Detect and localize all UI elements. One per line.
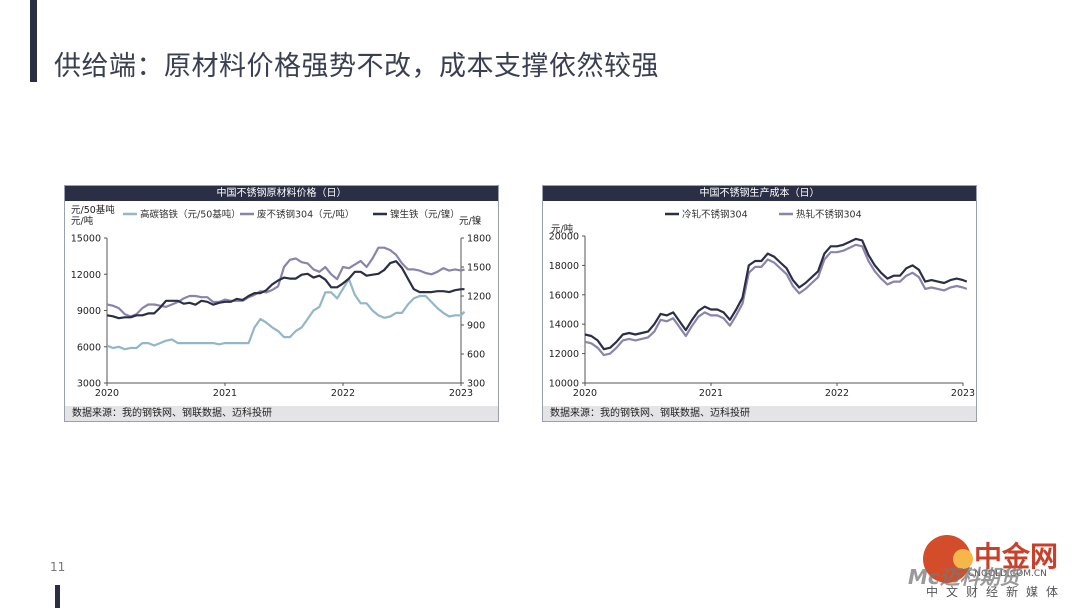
chart-panel-raw-materials: 中国不锈钢原材料价格（日） 3000 6000 9000 12000 15000 300 6… bbox=[64, 185, 499, 422]
x-tick-label: 2020 bbox=[95, 388, 119, 399]
bottom-accent-bar bbox=[55, 585, 60, 608]
y-tick-label-right: 600 bbox=[467, 350, 485, 361]
title-accent-bar bbox=[30, 0, 37, 82]
slide-title: 供给端：原材料价格强势不改，成本支撑依然较强 bbox=[54, 51, 659, 82]
y-tick-label-right: 900 bbox=[467, 321, 485, 332]
legend-label: 冷轧不锈钢304 bbox=[682, 209, 748, 221]
page-number: 11 bbox=[50, 560, 66, 574]
y-tick-label: 12000 bbox=[549, 349, 579, 360]
chart-title: 中国不锈钢生产成本（日） bbox=[543, 186, 976, 201]
watermark-tagline: 中文财经新媒体 bbox=[926, 585, 1067, 599]
y-axis-unit-right: 元/镍 bbox=[459, 215, 482, 227]
watermark: 中金网 CNGOLD.COM.CN Mc迈科期货 中文财经新媒体 bbox=[908, 535, 1078, 603]
y-tick-label-left: 3000 bbox=[77, 379, 101, 390]
x-tick-label: 2023 bbox=[951, 388, 975, 399]
y-axis-unit: 元/吨 bbox=[551, 223, 574, 235]
series-line bbox=[106, 278, 466, 351]
legend-label: 热轧不锈钢304 bbox=[796, 209, 862, 221]
y-tick-label: 18000 bbox=[549, 261, 579, 272]
series-line bbox=[106, 246, 465, 318]
x-tick-label: 2022 bbox=[331, 388, 355, 399]
chart-source: 数据来源：我的钢铁网、钢联数据、迈科投研 bbox=[65, 406, 498, 421]
y-axis-unit-left: 元/吨 bbox=[71, 215, 94, 227]
y-tick-label-right: 300 bbox=[467, 379, 485, 390]
chart-panel-production-cost: 中国不锈钢生产成本（日） 10000 12000 14000 16000 18000 20… bbox=[542, 185, 977, 422]
y-tick-label-right: 1200 bbox=[467, 292, 491, 303]
x-tick-label: 2020 bbox=[573, 388, 597, 399]
chart-raw-material-prices: 3000 6000 9000 12000 15000 300 600 900 1200 1500 1… bbox=[71, 204, 491, 399]
legend-label: 高碳铬铁（元/50基吨） bbox=[140, 209, 241, 221]
y-tick-label-left: 9000 bbox=[77, 306, 101, 317]
x-tick-label: 2021 bbox=[699, 388, 723, 399]
x-tick-label: 2021 bbox=[213, 388, 237, 399]
y-tick-label-right: 1800 bbox=[467, 234, 491, 245]
chart-production-cost: 10000 12000 14000 16000 18000 20000 2020 2021 20… bbox=[549, 209, 975, 400]
series-line bbox=[584, 243, 968, 357]
series-line bbox=[584, 237, 968, 351]
watermark-brand: 中金网 bbox=[974, 540, 1059, 573]
y-tick-label: 20000 bbox=[549, 232, 579, 243]
series-line bbox=[106, 260, 465, 320]
y-tick-label: 10000 bbox=[549, 379, 579, 390]
y-tick-label-right: 1500 bbox=[467, 263, 491, 274]
y-tick-label: 16000 bbox=[549, 290, 579, 301]
y-tick-label-left: 6000 bbox=[77, 342, 101, 353]
watermark-domain: CNGOLD.COM.CN bbox=[968, 569, 1047, 579]
x-tick-label: 2022 bbox=[825, 388, 849, 399]
chart-source: 数据来源：我的钢铁网、钢联数据、迈科投研 bbox=[543, 406, 976, 421]
y-axis-unit-left: 元/50基吨 bbox=[71, 204, 115, 216]
y-tick-label-left: 12000 bbox=[71, 270, 101, 281]
y-tick-label-left: 15000 bbox=[71, 234, 101, 245]
x-tick-label: 2023 bbox=[449, 388, 473, 399]
legend-label: 废不锈钢304（元/吨） bbox=[257, 209, 354, 221]
legend-label: 镍生铁（元/镍） bbox=[390, 209, 460, 221]
watermark-overlay: Mc迈科期货 bbox=[908, 565, 1020, 589]
chart-title: 中国不锈钢原材料价格（日） bbox=[65, 186, 498, 201]
watermark-logo-icon bbox=[923, 535, 973, 583]
y-tick-label: 14000 bbox=[549, 320, 579, 331]
